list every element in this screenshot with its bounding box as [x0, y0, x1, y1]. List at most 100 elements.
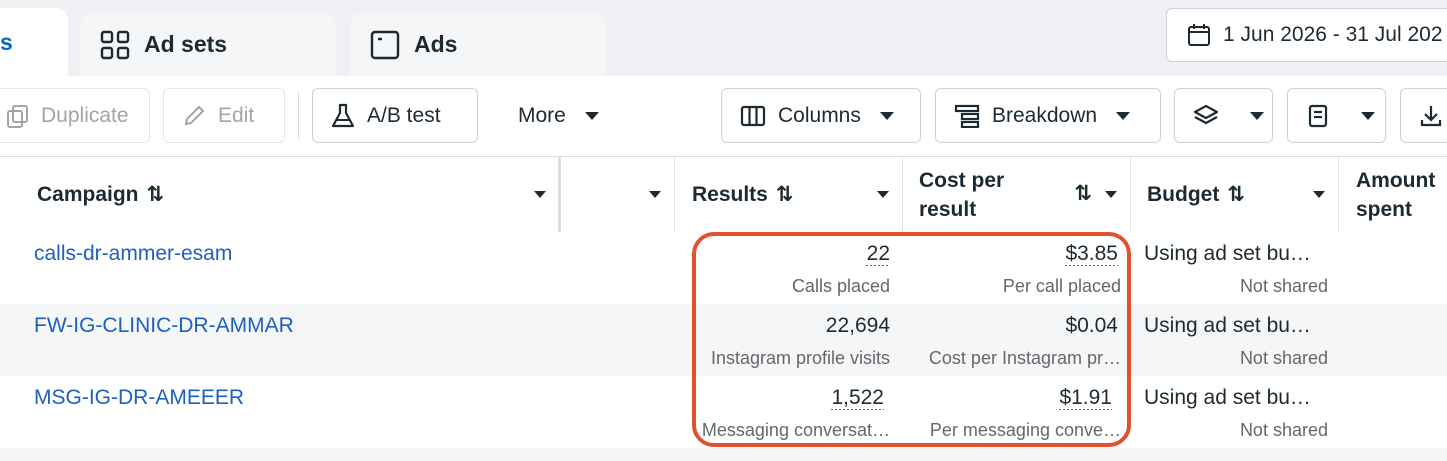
budget-value: Using ad set bu…	[1144, 242, 1334, 266]
dropdown-icon	[877, 191, 889, 198]
table-row	[0, 376, 1447, 448]
campaigns-tab[interactable]: s	[0, 8, 68, 76]
table-row	[0, 304, 1447, 376]
amount-header[interactable]: Amount spent	[1339, 157, 1447, 233]
row-background	[0, 448, 1447, 461]
budget-label: Not shared	[1140, 348, 1328, 369]
cost-value: $1.91	[906, 386, 1112, 410]
campaign-name-text: calls-dr-ammer-esam	[34, 242, 233, 265]
reports-icon	[1308, 104, 1328, 127]
button-label: Columns	[778, 103, 861, 127]
cost-value: $3.85	[906, 242, 1118, 266]
export-button[interactable]	[1400, 88, 1447, 143]
breakdown-icon	[954, 104, 980, 128]
results-value: 22	[680, 242, 890, 266]
budget-label-text: Not shared	[1239, 348, 1328, 368]
ad-sets-icon	[100, 30, 130, 59]
budget-label-text: Not shared	[1239, 276, 1328, 296]
header-label: Cost per result	[919, 168, 1005, 221]
results-value-text: 1,522	[831, 386, 884, 409]
flask-icon	[331, 103, 355, 127]
caret-icon	[1250, 111, 1264, 120]
table-row	[0, 232, 1447, 304]
columns-button[interactable]: Columns	[721, 88, 921, 143]
results-value-text: 22,694	[825, 314, 890, 337]
results-value-text: 22	[866, 242, 890, 265]
caret-icon	[879, 111, 894, 120]
button-label: Breakdown	[992, 103, 1098, 127]
campaign-name-text: MSG-IG-DR-AMEEER	[34, 386, 244, 409]
budget-value: Using ad set bu…	[1144, 314, 1334, 338]
edit-icon	[184, 105, 205, 125]
cost-value-text: $1.91	[1059, 386, 1112, 409]
campaign-name[interactable]: MSG-IG-DR-AMEEER	[34, 386, 544, 410]
results-label-text: Instagram profile visits	[710, 348, 890, 368]
reports-button[interactable]	[1287, 88, 1386, 143]
ads-icon	[370, 30, 400, 59]
budget-header[interactable]: Budget ⇅	[1131, 157, 1339, 233]
header-label: Campaign	[37, 183, 139, 206]
campaign-name-text: FW-IG-CLINIC-DR-AMMAR	[34, 314, 294, 337]
ads-tab[interactable]: Ads	[350, 13, 606, 76]
edit-button[interactable]: Edit	[163, 88, 285, 143]
cost-label: Cost per Instagram pr…	[916, 348, 1121, 369]
cost-label: Per call placed	[916, 276, 1121, 297]
date-picker[interactable]: 1 Jun 2026 - 31 Jul 202	[1166, 8, 1447, 62]
caret-icon	[584, 111, 599, 120]
dropdown-icon	[1105, 191, 1117, 198]
sort-icon: ⇅	[1074, 182, 1092, 205]
more-button[interactable]: More	[500, 88, 618, 143]
dropdown-icon	[1313, 191, 1325, 198]
results-label: Instagram profile visits	[680, 348, 890, 369]
results-header[interactable]: Results ⇅	[675, 157, 903, 233]
tab-label: Ads	[414, 31, 458, 57]
campaign-name[interactable]: calls-dr-ammer-esam	[34, 242, 544, 266]
date-range: 1 Jun 2026 - 31 Jul 202	[1223, 23, 1443, 46]
cost-value-text: $0.04	[1065, 314, 1118, 337]
separator	[298, 92, 299, 139]
ad-sets-tab[interactable]: Ad sets	[80, 13, 336, 76]
results-value: 22,694	[680, 314, 890, 338]
budget-value-text: Using ad set bu…	[1144, 386, 1311, 409]
tab-label: s	[0, 28, 13, 55]
duplicate-button[interactable]: Duplicate	[0, 88, 150, 143]
columns-icon	[740, 105, 766, 126]
results-label-text: Calls placed	[791, 276, 890, 296]
cost-header[interactable]: Cost per result ⇅	[903, 157, 1131, 233]
button-label: More	[518, 103, 566, 127]
tab-label: Ad sets	[144, 31, 228, 57]
sort-icon: ⇅	[1227, 183, 1245, 206]
duplicate-icon	[7, 104, 28, 128]
campaign-name[interactable]: FW-IG-CLINIC-DR-AMMAR	[34, 314, 544, 338]
download-icon	[1420, 105, 1442, 126]
layers-button[interactable]	[1174, 88, 1273, 143]
budget-value-text: Using ad set bu…	[1144, 314, 1311, 337]
cost-label-text: Per call placed	[1002, 276, 1121, 296]
cost-value-text: $3.85	[1065, 242, 1118, 265]
cost-label-text: Per messaging conve…	[929, 420, 1121, 440]
calendar-icon	[1188, 24, 1210, 46]
results-label: Calls placed	[680, 276, 890, 297]
column-header[interactable]	[561, 157, 675, 233]
sort-icon: ⇅	[146, 183, 165, 206]
cost-value: $0.04	[906, 314, 1118, 338]
budget-label: Not shared	[1140, 276, 1328, 297]
cost-label: Per messaging conve…	[916, 420, 1121, 441]
ab-test-button[interactable]: A/B test	[312, 88, 478, 143]
budget-label-text: Not shared	[1239, 420, 1328, 440]
highlight-box	[692, 232, 1131, 447]
button-label: A/B test	[367, 103, 441, 127]
sort-icon: ⇅	[775, 183, 794, 206]
results-value: 1,522	[680, 386, 884, 410]
header-label: Amount spent	[1356, 168, 1436, 221]
header-label: Budget	[1147, 183, 1220, 206]
dropdown-icon	[534, 191, 546, 198]
results-label: Messaging conversat…	[680, 420, 890, 441]
cost-label-text: Cost per Instagram pr…	[928, 348, 1121, 368]
caret-icon	[1116, 111, 1131, 120]
budget-value: Using ad set bu…	[1144, 386, 1334, 410]
breakdown-button[interactable]: Breakdown	[935, 88, 1161, 143]
dropdown-icon	[649, 191, 661, 198]
campaign-header[interactable]: Campaign ⇅	[0, 157, 560, 233]
